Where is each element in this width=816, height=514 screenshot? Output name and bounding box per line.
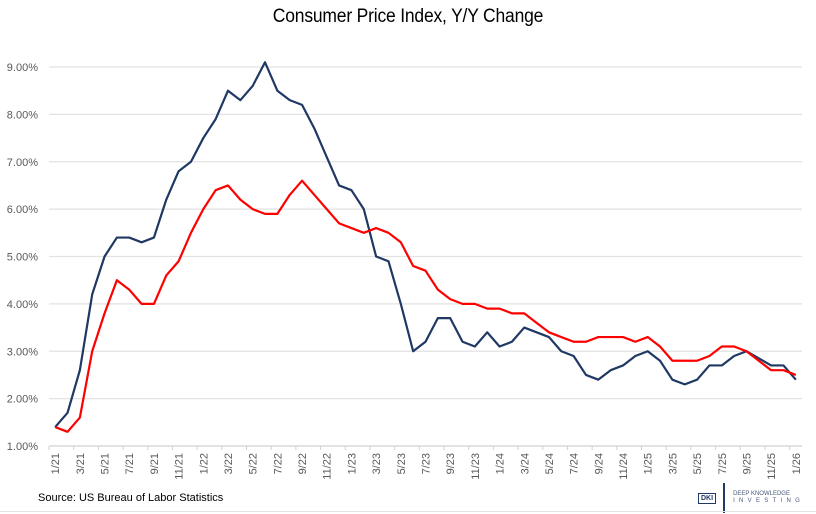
- logo-divider: [723, 483, 726, 513]
- series-lines: [54, 61, 797, 433]
- x-tick-label: 5/25: [692, 453, 704, 474]
- x-tick-label: 11/22: [322, 453, 334, 480]
- x-tick-label: 9/22: [297, 453, 309, 474]
- series-line-headline-cpi: [54, 61, 797, 428]
- x-tick-label: 9/21: [149, 453, 161, 474]
- logo-text: DEEP KNOWLEDGE INVESTING: [733, 491, 804, 505]
- x-tick-label: 9/25: [741, 453, 753, 474]
- x-tick-label: 5/22: [248, 453, 260, 474]
- logo-line2: INVESTING: [733, 498, 805, 504]
- y-tick-label: 5.00%: [7, 252, 38, 264]
- y-tick-label: 8.00%: [7, 109, 38, 121]
- x-tick-label: 3/22: [223, 453, 235, 474]
- x-tick-label: 11/23: [470, 453, 482, 480]
- x-tick-label: 7/25: [717, 453, 729, 474]
- x-tick-label: 9/24: [593, 453, 605, 474]
- y-tick-label: 3.00%: [7, 346, 38, 358]
- x-tick-label: 1/23: [346, 453, 358, 474]
- bottom-divider: [0, 511, 816, 512]
- y-tick-label: 6.00%: [7, 204, 38, 216]
- x-tick-label: 7/22: [272, 453, 284, 474]
- x-tick-label: 3/23: [371, 453, 383, 474]
- logo-line1: DEEP KNOWLEDGE: [733, 491, 790, 497]
- y-tick-label: 7.00%: [7, 157, 38, 169]
- x-tick-label: 1/26: [791, 453, 803, 474]
- x-tick-label: 7/21: [124, 453, 136, 474]
- x-tick-label: 1/24: [495, 453, 507, 474]
- y-tick-label: 2.00%: [7, 394, 38, 406]
- x-tick-label: 7/23: [421, 453, 433, 474]
- x-tick-label: 1/25: [643, 453, 655, 474]
- x-tick-label: 1/21: [50, 453, 62, 474]
- y-axis-ticks: 1.00% 2.00% 3.00% 4.00% 5.00% 6.00% 7.00% 8.00%…: [7, 62, 38, 453]
- logo-mark: DKI: [698, 492, 717, 504]
- x-tick-label: 5/21: [100, 453, 112, 474]
- x-tick-label: 3/24: [519, 453, 531, 474]
- x-axis: 1/21 3/21 5/21 7/21 9/21 11/21 1/22 3/22 5/22 7/2…: [48, 446, 803, 480]
- x-tick-label: 5/24: [544, 453, 556, 474]
- series-line-core-cpi: [54, 179, 797, 433]
- x-tick-label: 11/24: [618, 453, 630, 480]
- y-tick-label: 4.00%: [7, 299, 38, 311]
- x-tick-label: 1/22: [198, 453, 210, 474]
- x-tick-label: 7/24: [569, 453, 581, 474]
- x-tick-label: 3/21: [75, 453, 87, 474]
- chart-title: Consumer Price Index, Y/Y Change: [272, 6, 544, 27]
- x-tick-label: 5/23: [396, 453, 408, 474]
- x-tick-label: 9/23: [445, 453, 457, 474]
- x-tick-label: 11/25: [766, 453, 778, 480]
- y-tick-label: 1.00%: [7, 441, 38, 453]
- x-tick-label: 3/25: [667, 453, 679, 474]
- x-tick-label: 11/21: [174, 453, 186, 480]
- gridlines: [49, 66, 802, 447]
- logo: DKI DEEP KNOWLEDGE INVESTING: [698, 483, 804, 513]
- y-tick-label: 9.00%: [7, 62, 38, 74]
- source-note: Source: US Bureau of Labor Statistics: [38, 492, 224, 504]
